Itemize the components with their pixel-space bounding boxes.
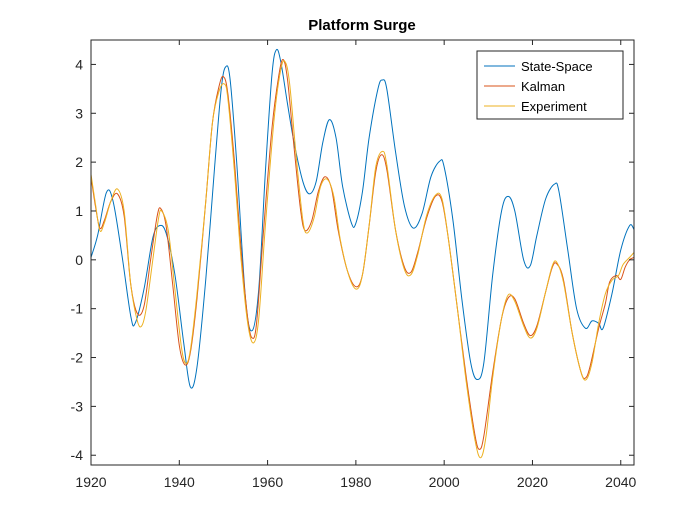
legend-label: Experiment <box>521 99 587 114</box>
y-tick-label: -1 <box>71 301 84 317</box>
legend-item: Kalman <box>484 79 565 94</box>
series-line-state-space <box>91 48 634 389</box>
legend-label: Kalman <box>521 79 565 94</box>
axes-box <box>90 39 635 466</box>
y-tick-label: -4 <box>71 447 84 463</box>
y-tick-label: 4 <box>75 56 83 72</box>
y-tick-label: 0 <box>75 252 83 268</box>
y-tick-label: 3 <box>75 105 83 121</box>
y-tick-label: 2 <box>75 154 83 170</box>
y-tick-label: -2 <box>71 350 84 366</box>
x-tick-label: 1940 <box>164 474 195 490</box>
series-layer <box>91 48 634 459</box>
x-tick-label: 1920 <box>75 474 106 490</box>
series-line-experiment <box>91 60 634 459</box>
legend-box <box>476 50 624 120</box>
legend: State-Space Kalman Experiment <box>476 50 624 120</box>
x-tick-label: 1980 <box>340 474 371 490</box>
y-tick-label: -3 <box>71 398 84 414</box>
x-tick-label: 2040 <box>605 474 636 490</box>
axes-layer: 1920 1940 1960 1980 2000 2020 2040 -4 -3 -2 -1 0 1 2 3… <box>71 39 637 490</box>
x-tick-label: 1960 <box>252 474 283 490</box>
legend-item: Experiment <box>484 99 587 114</box>
x-tick-label: 2000 <box>429 474 460 490</box>
x-tick-label: 2020 <box>517 474 548 490</box>
legend-label: State-Space <box>521 59 593 74</box>
chart-title: Platform Surge <box>308 17 416 34</box>
legend-item: State-Space <box>484 59 593 74</box>
y-tick-label: 1 <box>75 203 83 219</box>
